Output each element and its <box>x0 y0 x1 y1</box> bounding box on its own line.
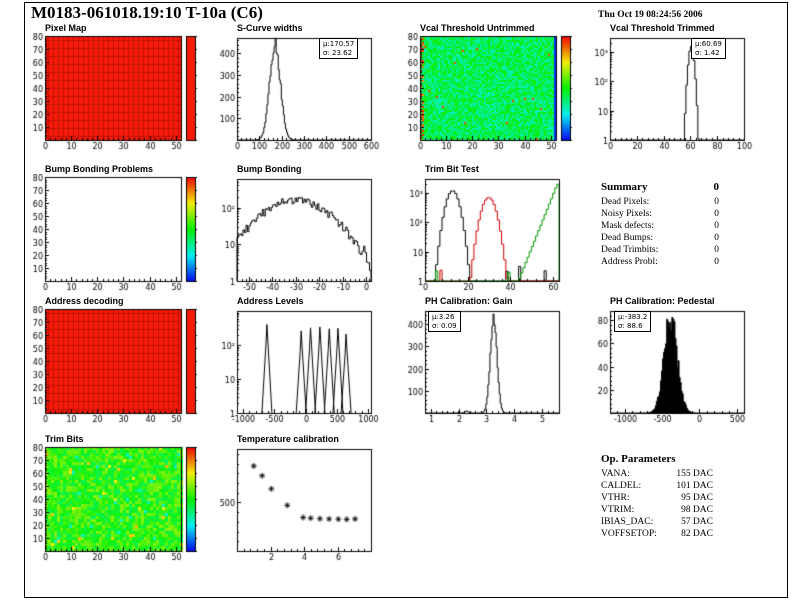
summary-row: Dead Trimbits: 0 <box>601 244 719 256</box>
op-parameter-row: CALDEL: 101 DAC <box>601 480 713 492</box>
temperature-calibration-chart <box>213 444 389 564</box>
sigma-value: σ: 1.42 <box>695 48 720 57</box>
vcal-threshold-untrimmed-chart <box>402 33 578 153</box>
address-decoding-title: Address decoding <box>45 296 124 306</box>
gain-stats-box: μ:3.26 σ: 0.09 <box>428 311 461 332</box>
ph-calibration-gain-title: PH Calibration: Gain <box>425 296 513 306</box>
temperature-calibration-title: Temperature calibration <box>237 434 339 444</box>
op-parameter-value: 101 DAC <box>676 481 713 491</box>
summary-label: Address Probl: <box>601 257 658 267</box>
op-parameter-label: VTHR: <box>601 493 630 503</box>
op-parameter-row: VTHR: 95 DAC <box>601 492 713 504</box>
mu-value: μ:60.69 <box>695 40 722 48</box>
summary-label: Dead Trimbits: <box>601 245 659 255</box>
op-parameter-value: 98 DAC <box>681 505 713 515</box>
sigma-value: σ: 0.09 <box>432 321 457 330</box>
op-parameter-row: VOFFSETOP: 82 DAC <box>601 528 713 540</box>
vcal-trimmed-stats-box: μ:60.69 σ: 1.42 <box>691 38 726 59</box>
pedestal-stats-box: μ:-383.2 σ: 88.6 <box>614 311 652 332</box>
op-parameter-value: 155 DAC <box>676 469 713 479</box>
summary-label: Dead Pixels: <box>601 197 650 207</box>
report-frame: M0183-061018.19:10 T-10a (C6) Thu Oct 19… <box>24 2 788 598</box>
vcal-threshold-trimmed-title: Vcal Threshold Trimmed <box>610 23 715 33</box>
trim-bits-title: Trim Bits <box>45 434 84 444</box>
summary-label: Mask defects: <box>601 221 655 231</box>
s-curve-widths-chart <box>213 33 389 153</box>
summary-row: Dead Bumps: 0 <box>601 232 719 244</box>
op-parameters-title: Op. Parameters <box>601 453 676 465</box>
mu-value: μ:3.26 <box>432 313 455 321</box>
op-parameter-row: VANA: 155 DAC <box>601 468 713 480</box>
summary-value: 0 <box>714 209 719 219</box>
op-parameter-row: VTRIM: 98 DAC <box>601 504 713 516</box>
summary-row: Mask defects: 0 <box>601 220 719 232</box>
s-curve-stats-box: μ:170.57 σ: 23.62 <box>319 38 359 59</box>
sigma-value: σ: 23.62 <box>323 48 353 57</box>
summary-row: Noisy Pixels: 0 <box>601 208 719 220</box>
bump-bonding-problems-title: Bump Bonding Problems <box>45 164 153 174</box>
trim-bit-test-title: Trim Bit Test <box>425 164 479 174</box>
op-parameter-label: IBIAS_DAC: <box>601 517 654 527</box>
op-parameters-block: Op. Parameters VANA: 155 DAC CALDEL: 101… <box>601 453 713 540</box>
summary-value: 0 <box>714 197 719 207</box>
op-parameter-value: 57 DAC <box>681 517 713 527</box>
summary-block: Summary 0 Dead Pixels: 0 Noisy Pixels: 0… <box>601 181 719 268</box>
pixel-map-chart <box>27 33 203 153</box>
summary-row: Dead Pixels: 0 <box>601 196 719 208</box>
op-parameter-label: VOFFSETOP: <box>601 529 657 539</box>
summary-label: Noisy Pixels: <box>601 209 652 219</box>
op-parameter-label: VANA: <box>601 469 630 479</box>
vcal-threshold-trimmed-chart <box>586 33 762 153</box>
address-levels-title: Address Levels <box>237 296 304 306</box>
op-parameters-header: Op. Parameters <box>601 453 713 465</box>
op-parameter-value: 95 DAC <box>681 493 713 503</box>
summary-label: Dead Bumps: <box>601 233 653 243</box>
vcal-threshold-untrimmed-title: Vcal Threshold Untrimmed <box>420 23 535 33</box>
address-decoding-chart <box>27 306 203 426</box>
op-parameter-label: VTRIM: <box>601 505 635 515</box>
op-parameter-row: IBIAS_DAC: 57 DAC <box>601 516 713 528</box>
summary-total: 0 <box>713 181 720 193</box>
ph-calibration-pedestal-title: PH Calibration: Pedestal <box>610 296 715 306</box>
page-title: M0183-061018.19:10 T-10a (C6) <box>31 3 263 22</box>
op-parameter-value: 82 DAC <box>681 529 713 539</box>
op-parameter-label: CALDEL: <box>601 481 642 491</box>
summary-row: Address Probl: 0 <box>601 256 719 268</box>
sigma-value: σ: 88.6 <box>618 321 643 330</box>
bump-bonding-title: Bump Bonding <box>237 164 302 174</box>
pixel-map-title: Pixel Map <box>45 23 87 33</box>
trim-bit-test-chart <box>401 174 577 294</box>
summary-value: 0 <box>714 257 719 267</box>
s-curve-widths-title: S-Curve widths <box>237 23 303 33</box>
timestamp: Thu Oct 19 08:24:56 2006 <box>598 10 703 20</box>
summary-title: Summary <box>601 181 648 193</box>
mu-value: μ:-383.2 <box>618 313 648 321</box>
summary-header: Summary 0 <box>601 181 719 193</box>
mu-value: μ:170.57 <box>323 40 355 48</box>
bump-bonding-problems-chart <box>27 174 203 294</box>
trim-bits-chart <box>27 444 203 564</box>
address-levels-chart <box>213 306 389 426</box>
bump-bonding-chart <box>213 174 389 294</box>
summary-value: 0 <box>714 233 719 243</box>
summary-value: 0 <box>714 245 719 255</box>
ph-calibration-pedestal-chart <box>586 306 762 426</box>
summary-value: 0 <box>714 221 719 231</box>
